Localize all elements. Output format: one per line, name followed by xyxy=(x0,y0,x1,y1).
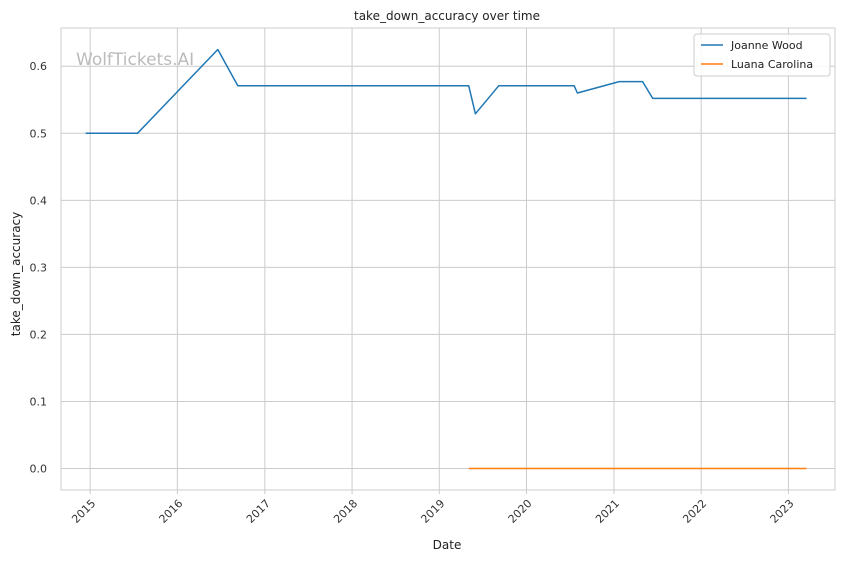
y-tick-label: 0.6 xyxy=(30,60,48,73)
y-tick-label: 0.0 xyxy=(30,463,48,476)
x-axis-label: Date xyxy=(433,538,462,552)
chart-title: take_down_accuracy over time xyxy=(354,9,540,23)
legend-box xyxy=(693,33,831,77)
y-axis-label: take_down_accuracy xyxy=(9,212,23,336)
y-axis-ticks: 0.0 0.1 0.2 0.3 0.4 0.5 0.6 xyxy=(30,60,48,475)
series-line-1 xyxy=(85,48,807,135)
series-layer xyxy=(85,48,807,470)
legend-label: Luana Carolina xyxy=(731,58,813,71)
y-tick-label: 0.3 xyxy=(30,261,48,274)
y-tick-label: 0.2 xyxy=(30,328,48,341)
legend-label: Joanne Wood xyxy=(730,39,803,52)
y-tick-label: 0.5 xyxy=(30,127,48,140)
y-tick-label: 0.1 xyxy=(30,395,48,408)
legend: Joanne Wood Luana Carolina xyxy=(693,33,831,77)
watermark-text: WolfTickets.AI xyxy=(76,50,194,70)
y-tick-label: 0.4 xyxy=(30,194,48,207)
plot-frame xyxy=(60,27,836,491)
